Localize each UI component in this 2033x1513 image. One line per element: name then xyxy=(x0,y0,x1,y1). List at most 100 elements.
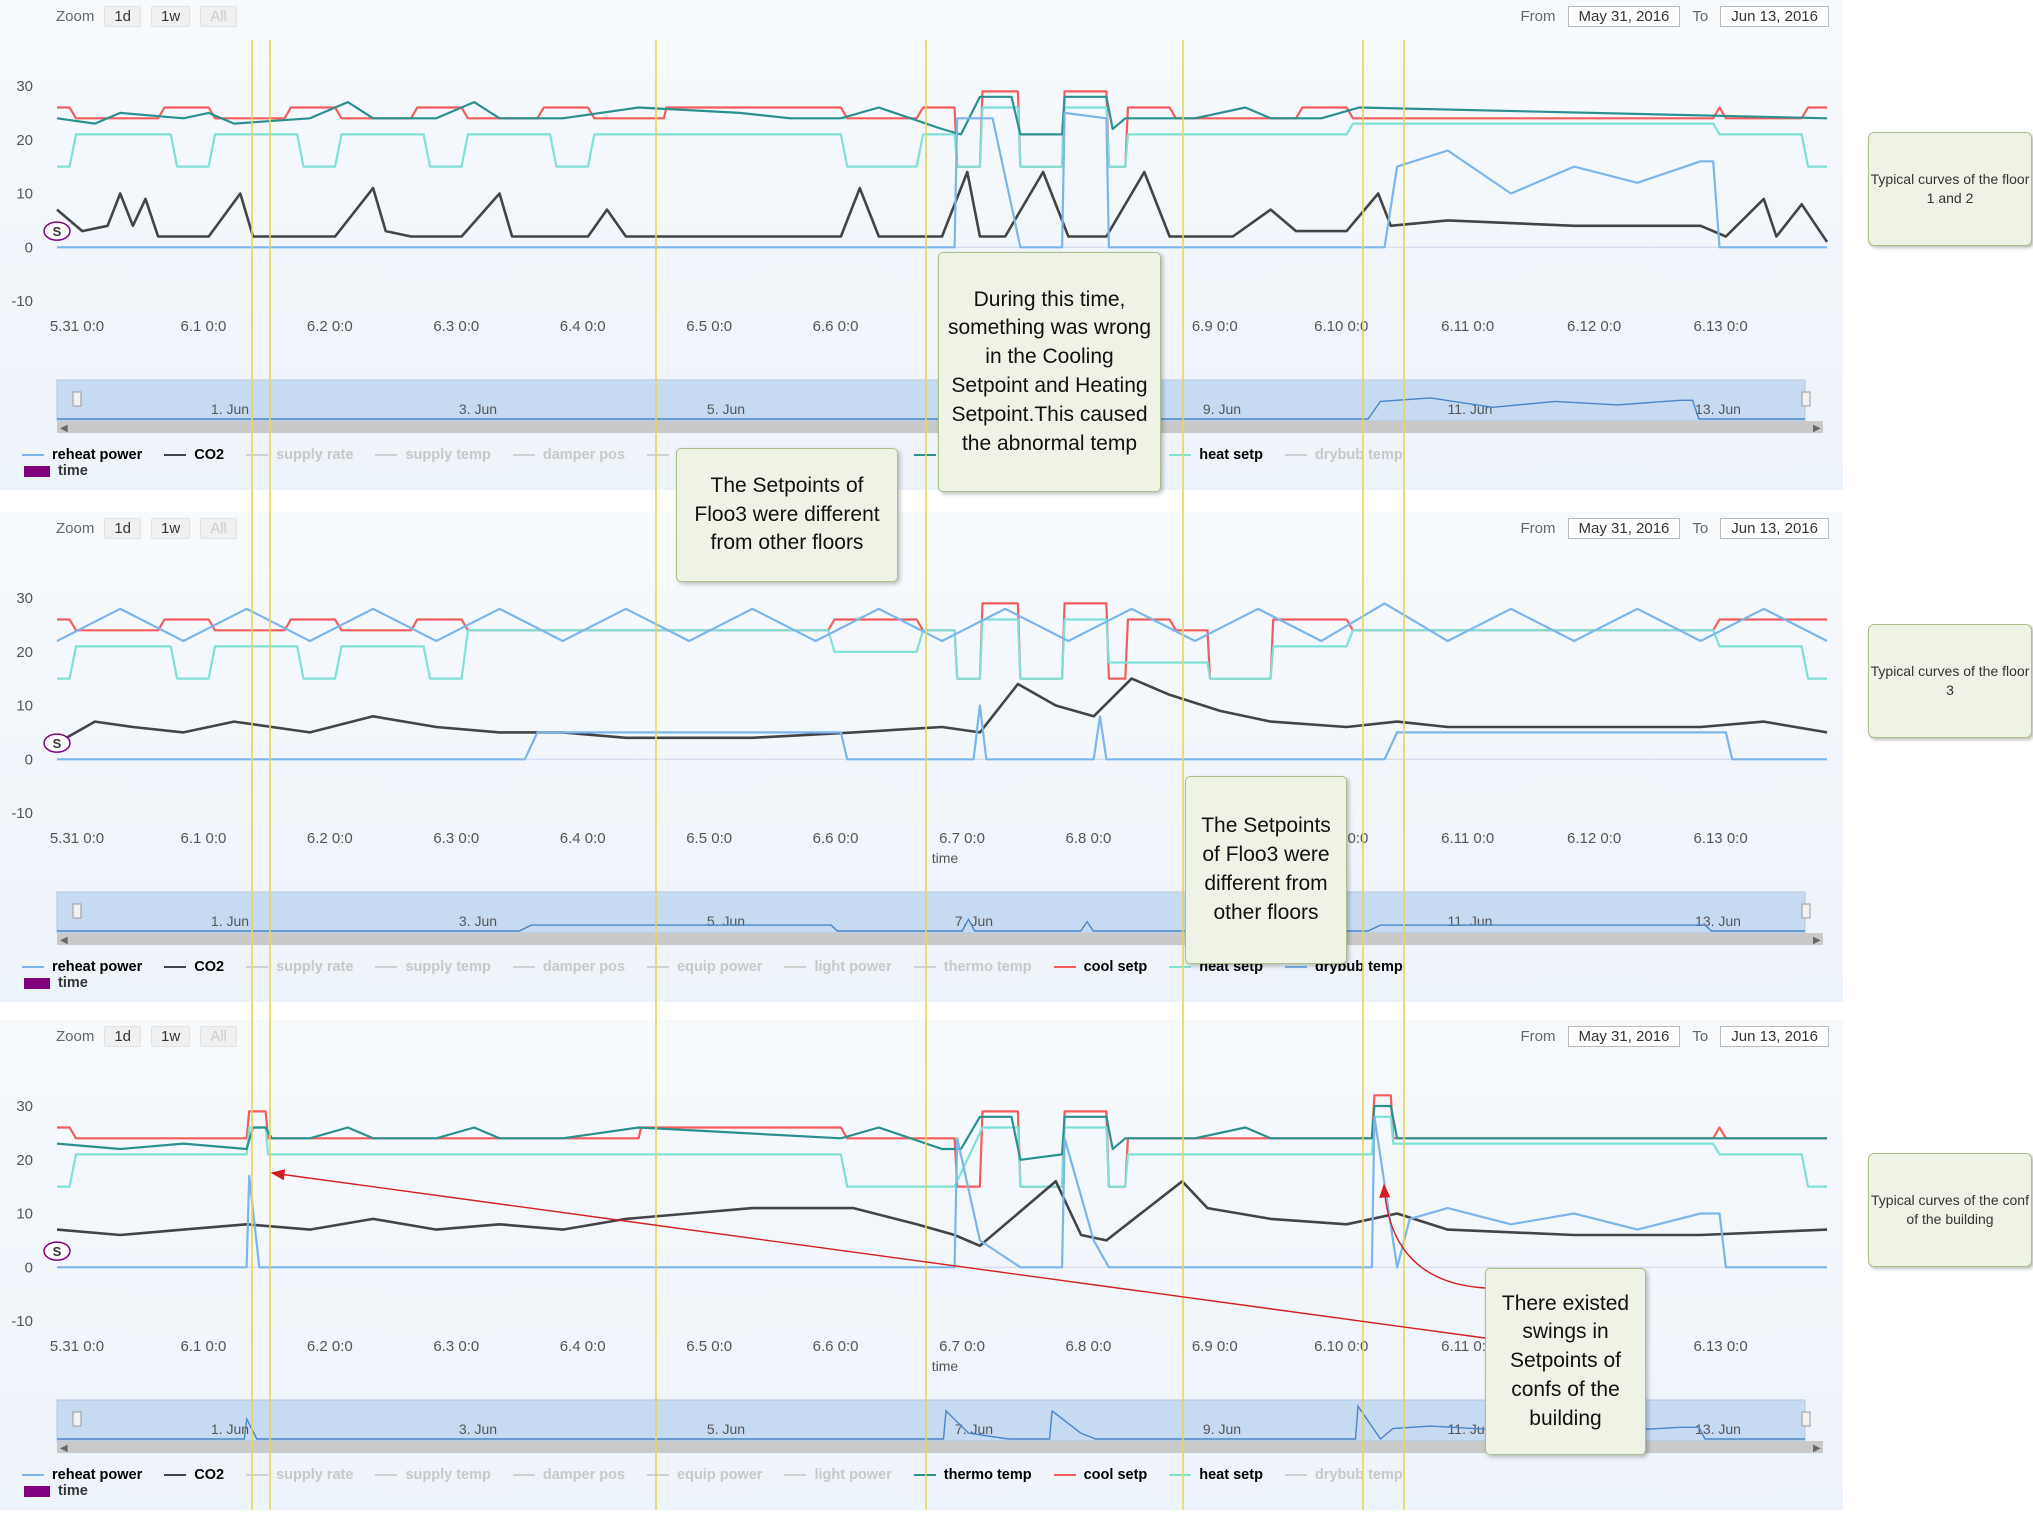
legend-item[interactable]: light power xyxy=(784,1467,892,1483)
x-tick-label: 6.5 0:0 xyxy=(686,830,732,847)
legend-swatch xyxy=(512,1474,535,1476)
scroll-right-icon: ▶ xyxy=(1813,423,1821,434)
navigator-label: 9. Jun xyxy=(1203,401,1241,417)
x-tick-label: 6.11 0:0 xyxy=(1441,1338,1494,1355)
zoom-1w-button[interactable]: 1w xyxy=(151,518,191,539)
date-range: From May 31, 2016 To Jun 13, 2016 xyxy=(1521,6,1829,27)
legend-swatch xyxy=(647,1474,670,1476)
legend-item[interactable]: heat setp xyxy=(1169,1467,1263,1483)
x-tick-label: 6.8 0:0 xyxy=(1065,1338,1111,1355)
legend-label: supply temp xyxy=(405,1467,491,1483)
y-tick-label: 10 xyxy=(16,1206,33,1223)
legend-item[interactable]: reheat power xyxy=(22,959,142,975)
from-date-input[interactable]: May 31, 2016 xyxy=(1567,1026,1681,1047)
x-tick-label: 6.4 0:0 xyxy=(560,830,606,847)
x-tick-label: 6.12 0:0 xyxy=(1567,830,1621,847)
to-label: To xyxy=(1692,1028,1709,1045)
legend-item[interactable]: supply rate xyxy=(246,959,353,975)
x-tick-label: 5.31 0:0 xyxy=(50,830,104,847)
zoom-1d-button[interactable]: 1d xyxy=(104,518,142,539)
legend-item[interactable]: supply temp xyxy=(375,447,491,463)
legend-swatch xyxy=(375,454,398,456)
series-line-heat-setp xyxy=(57,618,1827,680)
legend-label: CO2 xyxy=(194,959,225,975)
to-date-input[interactable]: Jun 13, 2016 xyxy=(1720,1026,1829,1047)
legend-item[interactable]: equip power xyxy=(647,959,762,975)
x-tick-label: 6.1 0:0 xyxy=(180,318,226,335)
navigator-label: 13. Jun xyxy=(1695,1421,1741,1437)
callout-floo3-setpoints-mid: The Setpoints of Floo3 were different fr… xyxy=(1185,776,1347,964)
legend-swatch xyxy=(22,454,44,456)
zoom-1d-button[interactable]: 1d xyxy=(104,1026,142,1047)
to-date-input[interactable]: Jun 13, 2016 xyxy=(1720,6,1829,27)
legend-swatch xyxy=(164,966,187,968)
legend-item[interactable]: supply rate xyxy=(246,1467,353,1483)
chart-plot-2: 30 20 10 0 -10 5.31 0:0 6.1 0:0 6.2 0:0 6.3 0:0 6… xyxy=(11,590,1828,946)
time-legend[interactable]: time xyxy=(24,1483,88,1499)
legend-item[interactable]: supply rate xyxy=(246,447,353,463)
series-start-marker: S xyxy=(43,221,71,241)
legend-swatch xyxy=(22,966,44,968)
legend-item[interactable]: cool setp xyxy=(1053,959,1148,975)
y-tick-label: 20 xyxy=(16,644,33,661)
scroll-left-icon: ◀ xyxy=(60,1443,68,1454)
legend-label: cool setp xyxy=(1083,959,1148,975)
x-tick-label: 6.4 0:0 xyxy=(560,318,606,335)
legend-swatch xyxy=(1053,1474,1076,1476)
x-tick-label: 5.31 0:0 xyxy=(50,318,104,335)
zoom-1w-button[interactable]: 1w xyxy=(151,6,191,27)
x-tick-label: 6.1 0:0 xyxy=(180,830,226,847)
callout-setpoint-swings: There existed swings in Setpoints of con… xyxy=(1485,1268,1646,1455)
legend-swatch xyxy=(1053,966,1076,968)
legend-item[interactable]: CO2 xyxy=(164,447,224,463)
x-tick-label: 6.6 0:0 xyxy=(813,318,859,335)
zoom-label: Zoom xyxy=(56,1028,95,1045)
navigator-right-handle xyxy=(1801,903,1811,919)
legend-item[interactable]: light power xyxy=(784,959,892,975)
legend-label: supply rate xyxy=(276,959,354,975)
legend-item[interactable]: reheat power xyxy=(22,447,142,463)
legend-swatch xyxy=(1169,454,1192,456)
legend-label: supply rate xyxy=(276,447,354,463)
legend-item[interactable]: CO2 xyxy=(164,959,224,975)
x-tick-label: 6.9 0:0 xyxy=(1192,1338,1238,1355)
zoom-all-button[interactable]: All xyxy=(200,6,237,27)
zoom-all-button[interactable]: All xyxy=(200,518,237,539)
time-legend[interactable]: time xyxy=(24,975,88,991)
scroll-left-icon: ◀ xyxy=(60,423,68,434)
legend-label: CO2 xyxy=(194,447,225,463)
navigator-label: 1. Jun xyxy=(211,1421,249,1437)
legend-label: light power xyxy=(814,959,892,975)
to-date-input[interactable]: Jun 13, 2016 xyxy=(1720,518,1829,539)
navigator-label: 3. Jun xyxy=(459,401,497,417)
legend-item[interactable]: heat setp xyxy=(1169,447,1263,463)
legend-item[interactable]: supply temp xyxy=(375,1467,491,1483)
legend-swatch xyxy=(1169,966,1192,968)
legend-item[interactable]: drybub temp xyxy=(1284,1467,1403,1483)
legend-item[interactable]: thermo temp xyxy=(913,959,1032,975)
legend-item[interactable]: supply temp xyxy=(375,959,491,975)
svg-text:S: S xyxy=(53,736,62,751)
legend-swatch xyxy=(246,1474,269,1476)
legend-item[interactable]: damper pos xyxy=(512,447,625,463)
y-tick-label: 20 xyxy=(16,1152,33,1169)
legend-item[interactable]: CO2 xyxy=(164,1467,224,1483)
from-date-input[interactable]: May 31, 2016 xyxy=(1567,6,1681,27)
from-date-input[interactable]: May 31, 2016 xyxy=(1567,518,1681,539)
legend-item[interactable]: equip power xyxy=(647,1467,762,1483)
legend-item[interactable]: damper pos xyxy=(512,959,625,975)
legend-label: supply rate xyxy=(276,1467,354,1483)
legend-item[interactable]: reheat power xyxy=(22,1467,142,1483)
zoom-1d-button[interactable]: 1d xyxy=(104,6,142,27)
zoom-1w-button[interactable]: 1w xyxy=(151,1026,191,1047)
legend-item[interactable]: damper pos xyxy=(512,1467,625,1483)
time-legend[interactable]: time xyxy=(24,463,88,479)
navigator-left-handle xyxy=(72,1411,82,1427)
zoom-all-button[interactable]: All xyxy=(200,1026,237,1047)
legend-item[interactable]: cool setp xyxy=(1053,1467,1147,1483)
legend-item[interactable]: drybub temp xyxy=(1284,447,1403,463)
svg-text:S: S xyxy=(53,1244,62,1259)
legend-item[interactable]: thermo temp xyxy=(913,1467,1032,1483)
series-line-CO2 xyxy=(56,1180,1828,1248)
